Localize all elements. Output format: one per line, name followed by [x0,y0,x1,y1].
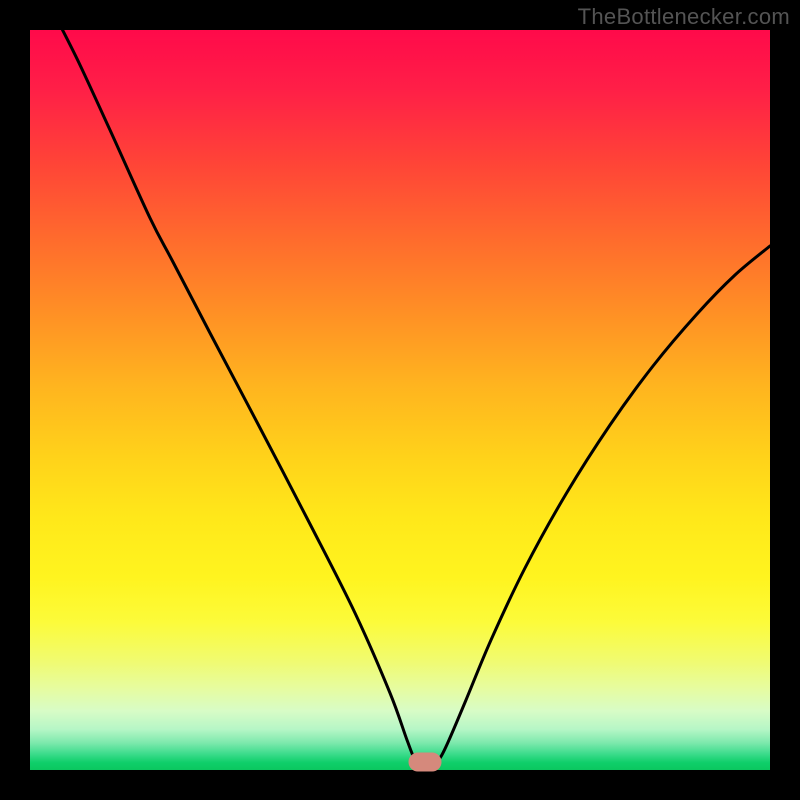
chart-stage: TheBottlenecker.com [0,0,800,800]
optimal-point-marker [409,753,441,771]
chart-svg [0,0,800,800]
gradient-plot-area [30,30,770,770]
